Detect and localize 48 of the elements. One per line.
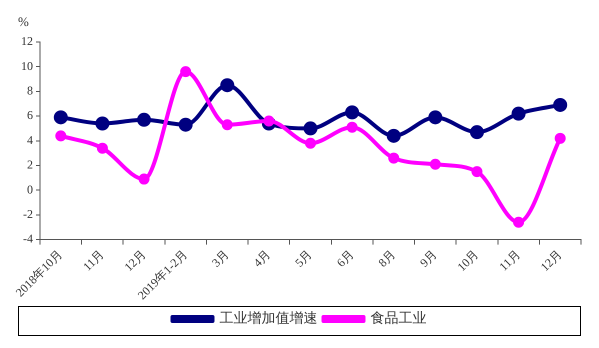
x-tick-label: 8月	[375, 247, 398, 270]
x-tick-label: 11月	[80, 247, 107, 274]
point	[512, 106, 526, 121]
legend-label: 食品工业	[370, 310, 426, 327]
y-axis-title: %	[18, 14, 29, 29]
point	[305, 138, 316, 149]
x-tick-label: 10月	[454, 247, 482, 274]
point	[222, 119, 233, 130]
point	[386, 128, 401, 143]
y-tick-label: 6	[27, 108, 33, 122]
point	[263, 116, 274, 127]
y-tick-label: 8	[27, 84, 33, 98]
y-tick-label: 12	[21, 34, 33, 48]
x-tick-label: 9月	[417, 247, 440, 270]
point	[137, 112, 152, 127]
point	[55, 130, 66, 142]
point	[554, 132, 566, 144]
y-tick-label: 2	[27, 158, 33, 172]
x-tick-label: 3月	[208, 247, 232, 270]
point	[138, 174, 150, 185]
point	[95, 116, 110, 130]
point	[553, 98, 568, 112]
point	[178, 118, 193, 132]
x-tick-label: 5月	[292, 247, 315, 270]
legend-label: 工业增加值增速	[220, 310, 318, 327]
point	[304, 121, 318, 136]
point	[388, 152, 400, 164]
point	[96, 142, 108, 154]
point	[470, 125, 484, 140]
point	[180, 66, 192, 78]
y-tick-label: 10	[21, 58, 33, 73]
point	[430, 158, 441, 170]
point	[54, 110, 68, 124]
point	[346, 122, 358, 133]
x-tick-label: 6月	[334, 247, 356, 270]
point	[220, 78, 234, 92]
point	[513, 216, 524, 228]
x-tick-label: 4月	[250, 247, 274, 270]
x-tick-label: 12月	[538, 247, 565, 274]
x-tick-label: 11月	[496, 247, 523, 274]
point	[345, 105, 360, 120]
y-tick-label: -2	[23, 207, 33, 222]
y-tick-label: 0	[27, 182, 33, 196]
point	[471, 166, 482, 178]
point	[428, 110, 442, 124]
y-tick-label: 4	[27, 132, 33, 147]
x-tick-label: 12月	[122, 247, 148, 274]
y-tick-label: -4	[23, 232, 33, 246]
